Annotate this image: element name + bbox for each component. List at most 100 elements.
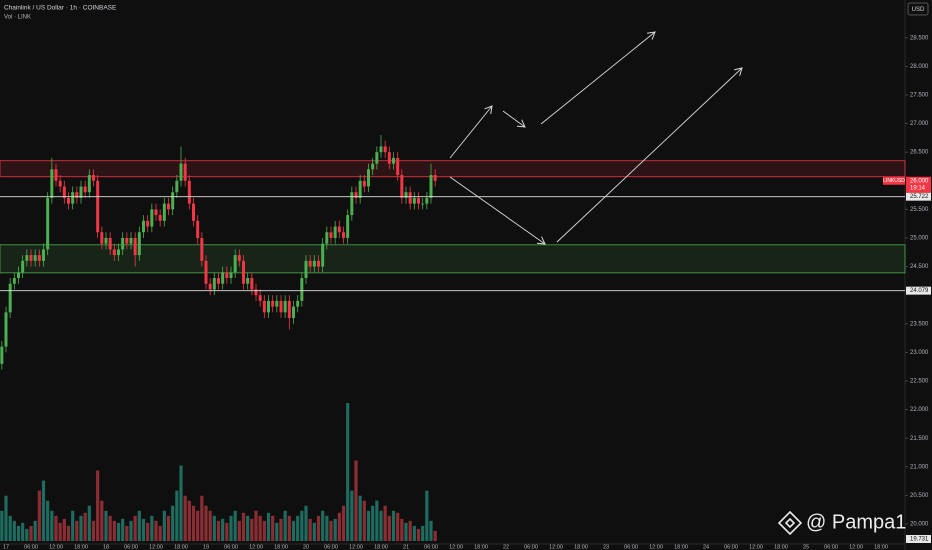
volume-bar (162, 510, 166, 541)
volume-bar (229, 515, 233, 541)
x-tick-label: 06:00 (124, 544, 138, 550)
volume-bar (191, 505, 196, 541)
volume-bar (62, 518, 66, 541)
candle-body (125, 237, 129, 244)
volume-bar (91, 520, 96, 541)
currency-box[interactable] (907, 2, 929, 16)
candle-body (375, 152, 379, 164)
y-tick-label: 22.000 (910, 407, 929, 413)
x-tick-label: 20 (303, 544, 309, 550)
candle-body (233, 255, 237, 273)
candle-body (258, 295, 262, 301)
volume-bar (33, 520, 37, 541)
volume-bar (312, 522, 316, 541)
candle-body (96, 180, 100, 233)
volume-bar (108, 515, 112, 541)
volume-bar (29, 525, 33, 541)
volume-bar (246, 515, 250, 541)
volume-bar (100, 500, 104, 541)
volume-bar (275, 522, 279, 541)
volume-bar (21, 522, 25, 541)
volume-bar (316, 515, 321, 541)
volume-bar (233, 510, 237, 541)
volume-bar (333, 518, 337, 541)
candle-body (83, 186, 87, 193)
level-tag (906, 286, 931, 295)
candle-body (25, 255, 29, 261)
volume-bar (366, 510, 371, 541)
candle-body (8, 283, 12, 313)
candle-body (275, 300, 279, 307)
volume-bar (129, 520, 133, 541)
volume-bar (346, 403, 350, 541)
candle-body (379, 146, 383, 153)
x-tick-label: 22 (503, 544, 509, 550)
volume-bar (66, 525, 71, 541)
candle-body (433, 175, 437, 181)
y-tick-label: 28.000 (910, 64, 929, 70)
candle-body (333, 226, 337, 238)
volume-bar (75, 520, 79, 541)
candle-body (121, 237, 125, 250)
volume-bar (54, 515, 58, 541)
currency[interactable]: USD (912, 7, 925, 13)
x-tick-label: 18 (103, 544, 109, 550)
candle-body (400, 175, 404, 198)
arrow (449, 176, 546, 245)
volume-label: Vol · LINK (4, 15, 31, 21)
x-tick-label: 25 (803, 544, 809, 550)
volume-bar (183, 495, 187, 541)
zone (0, 160, 906, 178)
level-label: 24.079 (910, 288, 929, 294)
candle-body (154, 209, 158, 216)
candle-body (329, 232, 333, 238)
candle-body (312, 260, 316, 267)
volume-bar (50, 510, 54, 541)
volume-bar (79, 515, 83, 541)
candle-body (362, 180, 366, 187)
candle-body (417, 197, 420, 204)
candle-body (221, 272, 225, 284)
volume-bar (237, 520, 241, 541)
volume-bar (171, 505, 175, 541)
candle-body (429, 175, 433, 198)
volume-bar (425, 490, 429, 541)
x-tick-label: 12:00 (849, 544, 863, 550)
y-tick-label: 27.000 (910, 121, 929, 127)
candle-body (321, 243, 325, 267)
y-tick-label: 26.500 (910, 150, 929, 156)
volume-bar (433, 530, 437, 541)
volume-bar (354, 460, 358, 541)
candle-body (308, 260, 312, 267)
volume-bar (408, 520, 412, 541)
candle-body (67, 197, 70, 204)
volume-bar (0, 510, 4, 541)
candle-body (179, 163, 183, 181)
candle-body (283, 300, 287, 313)
volume-bar (216, 520, 221, 541)
volume-bar (8, 515, 12, 541)
candle-body (171, 192, 175, 210)
candle-body (12, 278, 16, 284)
volume-bar (133, 515, 137, 541)
volume-bar (321, 510, 325, 541)
volume-bar (308, 518, 312, 541)
x-tick-label: 18:00 (474, 544, 488, 550)
candle-body (87, 175, 91, 193)
volume-bar (387, 515, 391, 541)
level-label: 25.722 (910, 194, 929, 200)
volume-bar (196, 510, 200, 541)
volume-bar (416, 528, 421, 541)
candle-body (183, 163, 187, 181)
candle-body (304, 260, 308, 279)
candle-body (162, 203, 166, 221)
candle-body (292, 306, 295, 319)
arrow (449, 105, 493, 159)
volume-bar (287, 515, 291, 541)
volume-bar (400, 518, 404, 541)
candle-body (117, 249, 120, 256)
x-tick-label: 17 (3, 544, 9, 550)
bottom-tag (906, 535, 931, 543)
candle-body (133, 237, 137, 256)
